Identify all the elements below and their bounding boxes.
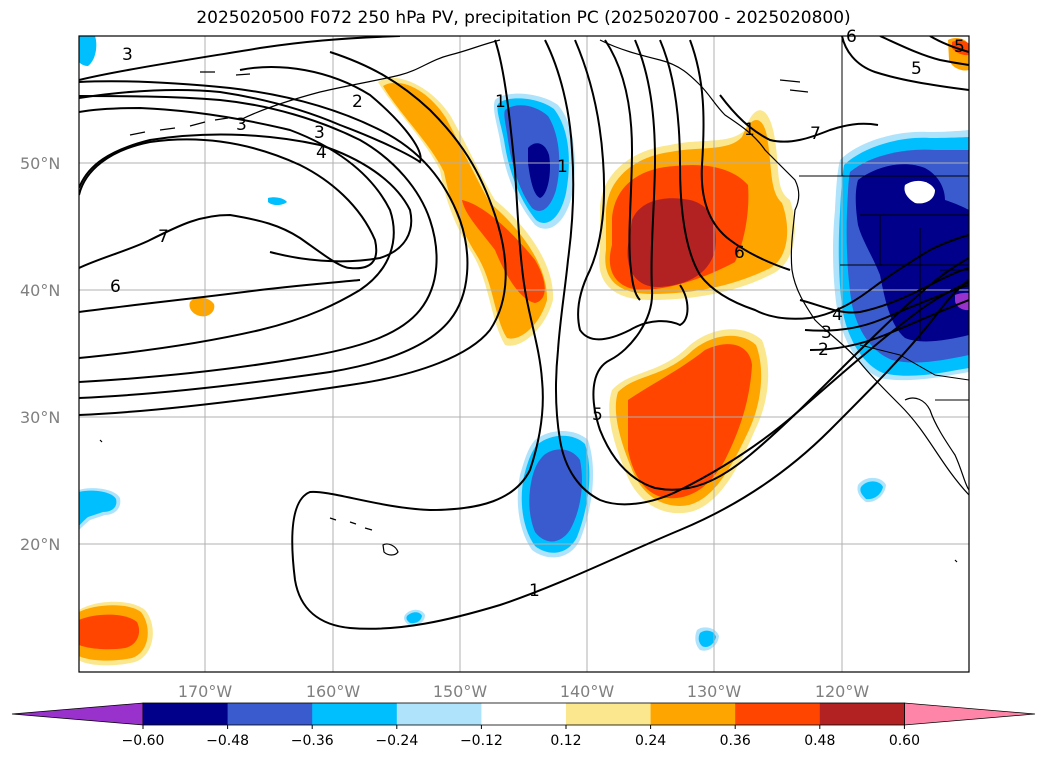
latitude-labels: 50°N 40°N 30°N 20°N: [20, 154, 60, 554]
colorbar-segment: [481, 703, 567, 725]
colorbar-extend-high: [904, 702, 1036, 726]
colorbar-tick-label: −0.36: [291, 733, 334, 749]
colorbar-tick-label: 0.60: [889, 733, 920, 749]
colorbar: −0.60 −0.48 −0.36 −0.24 −0.12 0.12 0.24 0.36 0.4…: [11, 702, 1036, 749]
lat-label-20n: 20°N: [20, 535, 60, 554]
colorbar-segment: [735, 703, 821, 725]
contour-label: 1: [495, 92, 506, 112]
colorbar-segment: [143, 703, 229, 725]
colorbar-tick-label: −0.48: [206, 733, 249, 749]
lon-label-130w: 130°W: [687, 682, 742, 701]
contour-label: 1: [557, 157, 568, 177]
coastlines: [99, 39, 969, 563]
map-frame: [78, 35, 970, 673]
colorbar-tick-label: −0.24: [375, 733, 418, 749]
colorbar-segment: [227, 703, 313, 725]
contour-label: 6: [110, 277, 121, 297]
colorbar-segment: [819, 703, 905, 725]
contour-label: 7: [810, 124, 821, 144]
lat-label-50n: 50°N: [20, 154, 60, 173]
colorbar-extend-low: [11, 702, 144, 726]
contour-label: 3: [821, 323, 832, 343]
map-plot-area: [79, 36, 969, 672]
contour-label: 1: [529, 581, 540, 601]
contour-label: 6: [734, 243, 745, 263]
contour-label: 7: [158, 227, 169, 247]
contour-label: 4: [316, 143, 327, 163]
contour-label: 6: [846, 27, 857, 47]
pv-contours: [79, 36, 969, 630]
lat-label-40n: 40°N: [20, 281, 60, 300]
lon-label-160w: 160°W: [306, 682, 361, 701]
contour-label: 4: [832, 305, 843, 325]
contour-label: 2: [352, 92, 363, 112]
colorbar-outline: [142, 702, 905, 726]
contour-label: 5: [911, 59, 922, 79]
longitude-labels: 170°W 160°W 150°W 140°W 130°W 120°W: [178, 682, 870, 701]
colorbar-tick-label: 0.48: [804, 733, 835, 749]
colorbar-tick-label: 0.12: [550, 733, 581, 749]
contour-label: 2: [818, 340, 829, 360]
contour-label: 3: [314, 123, 325, 143]
contour-label: 5: [954, 37, 965, 57]
lat-label-30n: 30°N: [20, 408, 60, 427]
map-title: 2025020500 F072 250 hPa PV, precipitatio…: [196, 8, 851, 28]
colorbar-tick-label: 0.36: [720, 733, 751, 749]
colorbar-tick-label: 0.24: [635, 733, 666, 749]
colorbar-segment: [312, 703, 398, 725]
contour-label: 5: [592, 405, 603, 425]
lon-label-150w: 150°W: [433, 682, 488, 701]
lon-label-140w: 140°W: [560, 682, 615, 701]
colorbar-segment: [650, 703, 736, 725]
contour-label: 3: [122, 45, 133, 65]
lon-label-170w: 170°W: [178, 682, 233, 701]
colorbar-tick-label: −0.60: [122, 733, 165, 749]
colorbar-segment: [396, 703, 482, 725]
contour-label: 3: [236, 115, 247, 135]
lon-label-120w: 120°W: [815, 682, 870, 701]
colorbar-tick-label: −0.12: [460, 733, 503, 749]
contour-labels: 3 2 3 3 4 7 6 1 1 5 7 6 4 3 2 1 5 6 5 1: [110, 27, 965, 601]
contour-label: 1: [744, 120, 755, 140]
colorbar-segment: [566, 703, 652, 725]
